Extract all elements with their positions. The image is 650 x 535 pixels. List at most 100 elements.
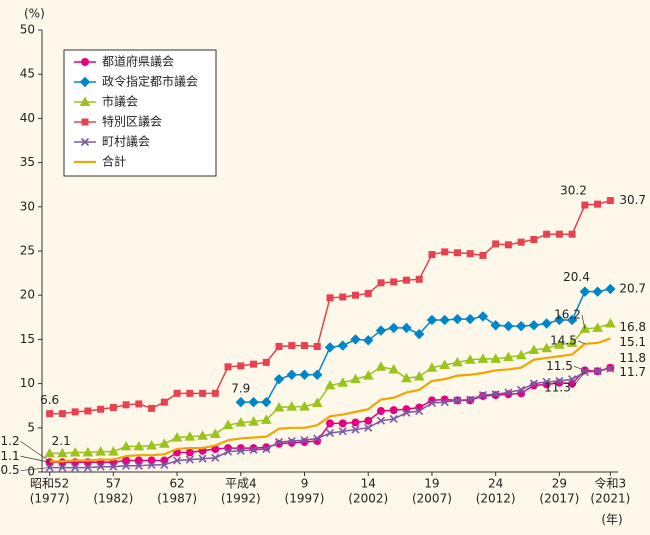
data-label: 30.7 <box>619 193 646 207</box>
marker <box>426 314 438 326</box>
data-label: 11.8 <box>619 351 646 365</box>
marker <box>209 428 221 438</box>
marker <box>83 463 92 472</box>
y-tick-label: 20 <box>20 288 35 302</box>
leader-line <box>577 340 586 345</box>
marker <box>389 414 398 424</box>
x-tick-sublabel: (2017) <box>539 492 579 506</box>
x-tick-label: 24 <box>488 477 503 491</box>
y-tick-label: 0 <box>27 465 35 479</box>
y-tick-label: 15 <box>20 332 35 346</box>
data-label: 15.1 <box>619 335 646 349</box>
x-tick-label: 9 <box>301 477 309 491</box>
legend-label: 政令指定都市議会 <box>102 74 198 89</box>
marker <box>479 251 487 259</box>
legend-marker <box>79 76 91 88</box>
marker <box>375 361 387 371</box>
marker <box>224 363 232 371</box>
marker <box>96 462 105 471</box>
marker <box>503 351 514 362</box>
marker <box>199 389 207 397</box>
data-label: 1.1 <box>1 449 20 463</box>
marker <box>273 373 285 385</box>
marker <box>223 447 233 456</box>
marker <box>286 369 297 380</box>
x-tick-sublabel: (1982) <box>93 492 133 506</box>
marker <box>109 403 117 411</box>
marker <box>605 283 616 295</box>
marker <box>288 342 296 350</box>
marker <box>364 423 373 432</box>
marker <box>401 322 412 334</box>
marker <box>325 429 335 438</box>
marker <box>120 440 132 451</box>
marker <box>185 448 194 457</box>
data-label: 7.9 <box>231 382 250 396</box>
marker <box>197 430 208 440</box>
marker <box>287 436 296 446</box>
marker <box>466 395 475 404</box>
marker <box>275 342 283 350</box>
legend-marker <box>81 118 89 126</box>
marker <box>299 369 310 380</box>
x-axis-unit: (年) <box>601 513 622 527</box>
legend-marker <box>80 137 90 147</box>
marker <box>466 250 474 258</box>
legend-label: 都道府県議会 <box>102 54 174 69</box>
x-tick-sublabel: (2002) <box>348 492 388 506</box>
marker <box>554 314 565 326</box>
y-axis-label: (%) <box>24 7 45 21</box>
marker <box>592 322 603 332</box>
y-tick-label: 35 <box>20 155 35 169</box>
marker <box>46 410 54 418</box>
marker <box>146 439 157 450</box>
marker <box>147 460 156 469</box>
marker <box>286 401 298 411</box>
marker <box>133 440 145 451</box>
marker <box>134 456 143 465</box>
x-tick-label: 62 <box>169 477 184 491</box>
marker <box>326 294 334 302</box>
marker <box>464 313 476 325</box>
marker <box>171 432 183 442</box>
marker <box>236 446 245 455</box>
marker <box>592 286 603 297</box>
y-tick-label: 5 <box>27 420 35 434</box>
marker <box>95 446 106 456</box>
marker <box>427 398 437 408</box>
marker <box>426 362 438 372</box>
legend-label: 町村議会 <box>102 135 150 149</box>
marker <box>350 373 361 384</box>
marker <box>503 320 514 332</box>
marker <box>402 408 411 417</box>
marker <box>541 318 552 329</box>
marker <box>364 416 373 425</box>
marker <box>504 388 513 397</box>
y-tick-label: 40 <box>20 111 35 125</box>
data-label: 11.7 <box>619 365 646 379</box>
marker <box>568 230 576 238</box>
marker <box>158 438 170 448</box>
marker <box>452 313 463 325</box>
marker <box>148 404 156 412</box>
legend-box <box>63 49 217 177</box>
marker <box>211 389 219 397</box>
x-tick-label: 平成4 <box>225 477 257 491</box>
marker <box>517 385 526 394</box>
marker <box>390 278 398 286</box>
marker <box>555 376 564 386</box>
y-tick-label: 25 <box>20 244 35 258</box>
marker <box>581 201 589 209</box>
marker <box>337 377 349 387</box>
marker <box>109 462 118 471</box>
data-label: 0.5 <box>1 463 20 477</box>
marker <box>579 286 591 297</box>
marker <box>388 363 400 374</box>
marker <box>299 401 310 411</box>
marker <box>515 349 527 360</box>
marker <box>542 377 551 386</box>
marker <box>376 407 385 416</box>
marker <box>566 314 578 326</box>
marker <box>108 446 119 456</box>
marker <box>222 419 234 430</box>
